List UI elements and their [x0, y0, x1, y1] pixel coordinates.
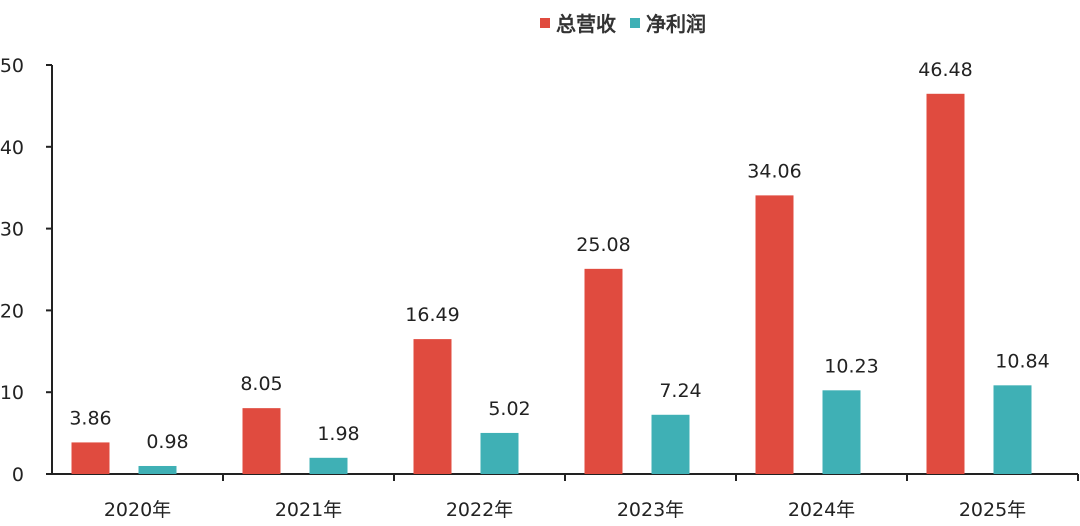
bar-revenue [584, 268, 623, 474]
x-tick-label: 2021年 [275, 499, 342, 521]
bar-revenue [71, 442, 110, 474]
data-label-revenue: 34.06 [747, 160, 801, 182]
bar-net-profit [822, 390, 861, 474]
legend-item-net-profit: 净利润 [630, 8, 706, 37]
data-label-net-profit: 10.23 [824, 355, 878, 377]
legend-label-net-profit: 净利润 [646, 12, 706, 36]
data-label-revenue: 8.05 [240, 373, 282, 395]
bar-revenue [926, 93, 965, 474]
y-tick-label: 0 [12, 464, 24, 486]
data-label-revenue: 25.08 [576, 234, 630, 256]
y-tick-label: 30 [0, 219, 24, 241]
legend-swatch-net-profit [630, 17, 640, 28]
y-tick-label: 20 [0, 300, 24, 322]
bar-revenue [413, 339, 452, 474]
y-tick-label: 50 [0, 55, 24, 77]
x-tick-label: 2020年 [104, 499, 171, 521]
data-label-revenue: 3.86 [69, 407, 111, 429]
y-tick-label: 40 [0, 137, 24, 159]
legend-item-revenue: 总营收 [540, 8, 616, 37]
data-label-net-profit: 0.98 [146, 431, 188, 453]
bar-net-profit [651, 414, 690, 474]
data-label-net-profit: 7.24 [659, 380, 701, 402]
bar-revenue [755, 195, 794, 474]
bar-net-profit [480, 432, 519, 474]
data-label-net-profit: 5.02 [488, 398, 530, 420]
data-label-net-profit: 10.84 [995, 350, 1049, 372]
data-label-revenue: 46.48 [918, 59, 972, 81]
bar-net-profit [309, 457, 348, 474]
data-label-revenue: 16.49 [405, 304, 459, 326]
x-tick-label: 2024年 [788, 499, 855, 521]
legend-label-revenue: 总营收 [556, 12, 616, 36]
data-label-net-profit: 1.98 [317, 423, 359, 445]
bar-revenue [242, 408, 281, 474]
legend-swatch-revenue [540, 17, 550, 28]
bar-net-profit [138, 465, 177, 474]
bar-net-profit [993, 385, 1032, 474]
x-tick-label: 2025年 [959, 499, 1026, 521]
x-tick-label: 2022年 [446, 499, 513, 521]
legend: 总营收 净利润 [540, 8, 706, 37]
y-tick-label: 10 [0, 382, 24, 404]
x-tick-label: 2023年 [617, 499, 684, 521]
